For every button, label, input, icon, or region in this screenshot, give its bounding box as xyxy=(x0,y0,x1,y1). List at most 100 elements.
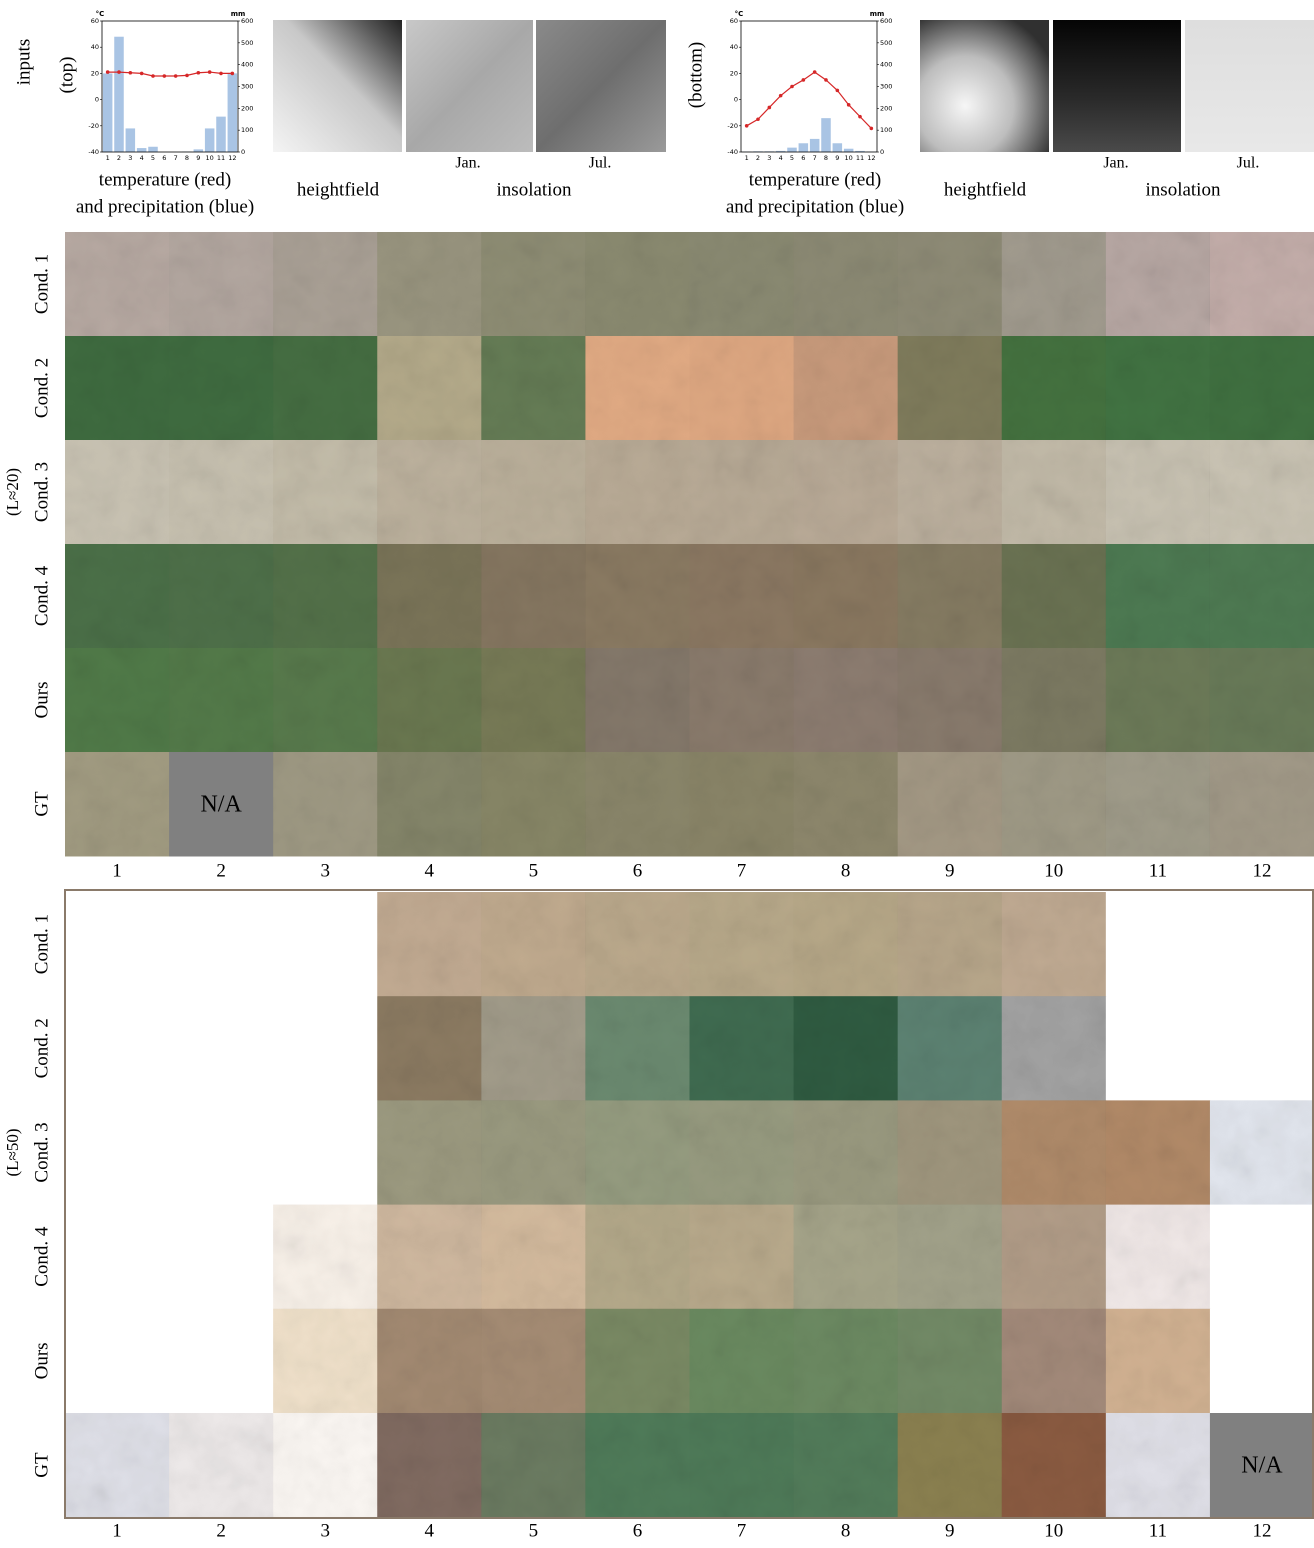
tile-texture xyxy=(377,544,481,648)
result-tile xyxy=(1106,996,1211,1101)
tile-texture xyxy=(585,648,689,752)
tile-texture xyxy=(794,1309,898,1413)
result-tile xyxy=(65,1205,170,1310)
tile-texture xyxy=(898,996,1002,1100)
x-tick-label: 10 xyxy=(845,154,853,162)
column-label: 11 xyxy=(1149,1520,1167,1541)
result-tile xyxy=(1210,892,1314,997)
tile-texture xyxy=(1210,440,1314,544)
tile-texture xyxy=(898,440,1002,544)
tile-texture xyxy=(585,1413,689,1517)
temperature-point xyxy=(756,117,760,121)
precipitation-bar xyxy=(205,128,215,152)
tile-texture xyxy=(690,892,794,996)
row-label: Cond. 4 xyxy=(31,1226,52,1287)
row-label: GT xyxy=(31,791,52,817)
column-label: 12 xyxy=(1252,1520,1271,1541)
tile-texture xyxy=(794,336,898,440)
tile-texture xyxy=(898,336,1002,440)
tile-texture xyxy=(481,336,585,440)
tile-texture xyxy=(690,1309,794,1413)
tile-texture xyxy=(1210,232,1314,336)
tile-texture xyxy=(273,1205,377,1309)
tile-texture xyxy=(794,544,898,648)
y2-tick-label: 300 xyxy=(880,83,892,91)
heightfield-image xyxy=(273,20,402,152)
temperature-point xyxy=(208,70,212,74)
tile-texture xyxy=(690,440,794,544)
tile-texture xyxy=(169,232,273,336)
temperature-point xyxy=(231,72,235,76)
row-label: GT xyxy=(31,1452,52,1478)
tile-texture xyxy=(1002,752,1106,856)
x-tick-label: 3 xyxy=(767,154,771,162)
precipitation-bar xyxy=(228,73,238,152)
x-tick-label: 7 xyxy=(813,154,817,162)
tile-texture xyxy=(1002,1100,1106,1204)
y2-tick-label: 500 xyxy=(880,39,892,47)
tile-texture xyxy=(377,336,481,440)
y2-tick-label: 200 xyxy=(241,104,253,112)
result-tile xyxy=(65,1100,170,1205)
x-tick-label: 11 xyxy=(217,154,225,162)
column-label: 4 xyxy=(425,1520,435,1541)
tile-texture xyxy=(1002,996,1106,1100)
tile-texture xyxy=(377,648,481,752)
tile-texture xyxy=(377,892,481,996)
y-tick-label: -20 xyxy=(727,122,738,130)
temperature-point xyxy=(163,74,167,78)
column-label: 9 xyxy=(945,1520,955,1541)
result-tile xyxy=(273,996,378,1101)
temperature-point xyxy=(768,106,772,110)
tile-texture xyxy=(898,752,1002,856)
tile-texture xyxy=(898,544,1002,648)
tile-texture xyxy=(377,1100,481,1204)
temperature-point xyxy=(117,70,121,74)
insolation-label: insolation xyxy=(497,179,572,200)
tile-texture xyxy=(1002,336,1106,440)
row-label: Cond. 3 xyxy=(31,462,52,522)
column-label: 10 xyxy=(1044,1520,1063,1541)
tile-texture xyxy=(898,1309,1002,1413)
page: { "inputs_label": "inputs", "chart_data"… xyxy=(0,0,1314,1548)
tile-texture xyxy=(65,544,169,648)
tile-texture xyxy=(794,996,898,1100)
column-label: 11 xyxy=(1149,860,1167,881)
tile-texture xyxy=(65,752,169,856)
y-tick-label: -20 xyxy=(88,122,99,130)
column-label: 8 xyxy=(841,860,851,881)
tile-texture xyxy=(377,232,481,336)
month-label: Jul. xyxy=(589,155,612,172)
row-label: Ours xyxy=(31,1342,52,1379)
x-tick-label: 1 xyxy=(745,154,749,162)
column-label: 7 xyxy=(737,860,747,881)
x-tick-label: 7 xyxy=(174,154,178,162)
y-tick-label: 40 xyxy=(91,43,99,51)
tile-texture xyxy=(1106,440,1210,544)
column-label: 5 xyxy=(529,860,539,881)
y2-tick-label: 300 xyxy=(241,83,253,91)
position-label: (top) xyxy=(56,57,77,94)
tile-texture xyxy=(794,1413,898,1517)
result-tile xyxy=(1210,996,1314,1101)
tile-texture xyxy=(1002,648,1106,752)
y2-tick-label: 100 xyxy=(241,126,253,134)
group-label: (L≈20) xyxy=(3,468,22,516)
y-tick-label: 60 xyxy=(730,17,738,25)
x-tick-label: 3 xyxy=(128,154,132,162)
row-label: Cond. 4 xyxy=(31,565,52,626)
tile-texture xyxy=(1002,1205,1106,1309)
insolation-image xyxy=(406,20,533,152)
tile-texture xyxy=(1106,648,1210,752)
precipitation-bar xyxy=(148,147,158,152)
tile-texture xyxy=(1002,892,1106,996)
x-tick-label: 6 xyxy=(162,154,166,162)
precipitation-bar xyxy=(216,117,226,152)
column-label: 3 xyxy=(320,860,330,881)
tile-texture xyxy=(273,440,377,544)
tile-texture xyxy=(1106,1205,1210,1309)
tile-texture xyxy=(481,752,585,856)
y2-tick-label: 200 xyxy=(880,104,892,112)
temperature-point xyxy=(813,70,817,74)
y2-tick-label: 500 xyxy=(241,39,253,47)
